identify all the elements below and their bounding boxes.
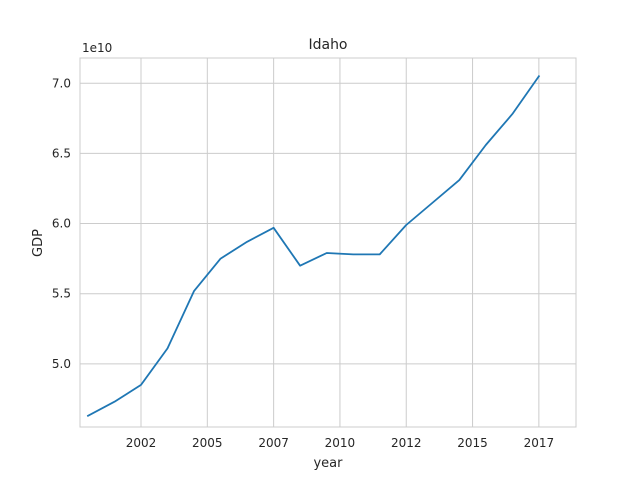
- y-axis-label: GDP: [31, 229, 46, 257]
- gdp-series-line: [86, 74, 541, 418]
- x-tick-label: 2007: [258, 436, 289, 450]
- series-layer: [86, 74, 541, 418]
- y-tick-labels: 5.0 5.5 6.0 6.5 7.0: [52, 76, 71, 371]
- y-tick-label: 7.0: [52, 76, 71, 90]
- chart-title: Idaho: [308, 37, 347, 53]
- x-tick-label: 2017: [524, 436, 555, 450]
- grid: [80, 58, 576, 427]
- plot-frame: [79, 57, 577, 428]
- y-tick-label: 6.5: [52, 146, 71, 160]
- x-tick-label: 2012: [391, 436, 422, 450]
- x-axis-label: year: [313, 456, 343, 471]
- x-tick-label: 2005: [192, 436, 223, 450]
- y-offset-label: 1e10: [82, 41, 112, 55]
- y-tick-label: 6.0: [52, 217, 71, 231]
- y-tick-label: 5.5: [52, 287, 71, 301]
- x-tick-label: 2010: [325, 436, 356, 450]
- x-tick-label: 2002: [126, 436, 157, 450]
- y-tick-label: 5.0: [52, 357, 71, 371]
- x-tick-labels: 2002 2005 2007 2010 2012 2015 2017: [126, 436, 554, 450]
- x-tick-label: 2015: [457, 436, 488, 450]
